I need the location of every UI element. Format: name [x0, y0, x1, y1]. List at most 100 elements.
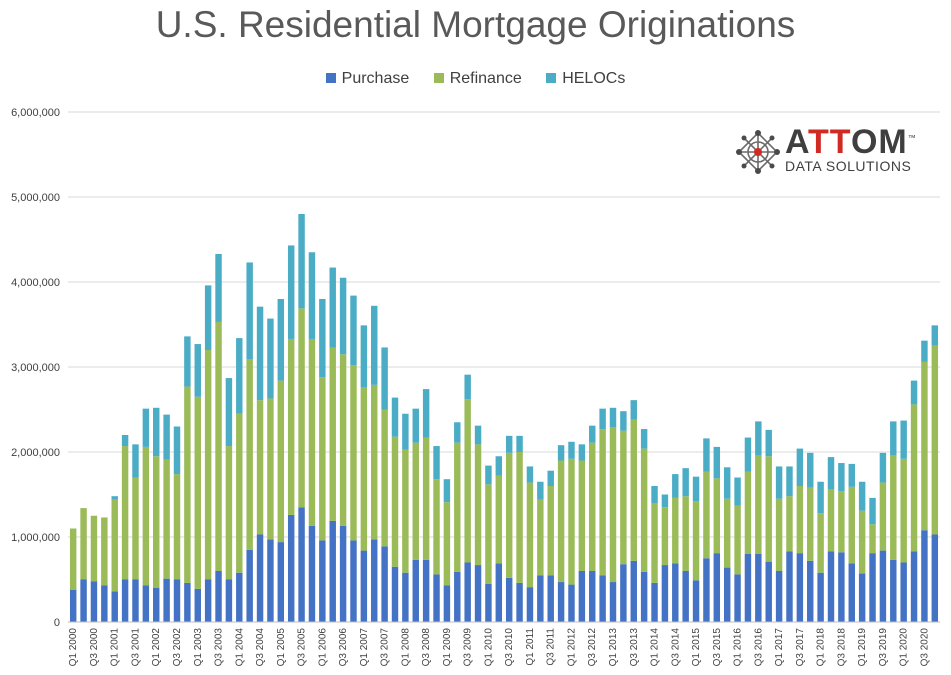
- bar-purchase: [620, 564, 627, 622]
- x-tick-label: Q1 2014: [650, 628, 661, 667]
- x-tick-label: Q3 2008: [421, 628, 432, 667]
- legend-label-helocs: HELOCs: [562, 70, 626, 87]
- bar-refinance: [215, 321, 222, 571]
- y-tick-label: 1,000,000: [11, 532, 60, 544]
- bar-refinance: [454, 442, 461, 572]
- bar-purchase: [713, 553, 721, 622]
- bar-helocs: [153, 407, 160, 457]
- bar-refinance: [90, 515, 98, 582]
- bar-purchase: [485, 583, 492, 622]
- bar-refinance: [651, 503, 658, 583]
- bar-purchase: [890, 559, 897, 622]
- x-tick-label: Q3 2004: [255, 628, 266, 667]
- bar-helocs: [350, 295, 357, 366]
- bar-purchase: [910, 551, 918, 622]
- bar-purchase: [734, 574, 741, 622]
- x-tick-label: Q1 2018: [816, 628, 827, 667]
- x-tick-label: Q1 2001: [110, 628, 121, 667]
- legend: Purchase Refinance HELOCs: [0, 70, 951, 88]
- x-tick-label: Q1 2005: [276, 628, 287, 667]
- bar-refinance: [578, 460, 586, 571]
- bar-helocs: [734, 477, 741, 506]
- bar-helocs: [287, 245, 295, 339]
- bar-helocs: [796, 448, 804, 486]
- bar-helocs: [651, 486, 658, 503]
- bar-purchase: [755, 554, 762, 622]
- bar-helocs: [568, 441, 575, 459]
- x-tick-label: Q3 2018: [836, 628, 847, 667]
- x-tick-label: Q1 2004: [234, 628, 245, 667]
- bar-refinance: [402, 449, 409, 573]
- bar-purchase: [921, 530, 928, 622]
- bar-refinance: [838, 491, 845, 553]
- bar-helocs: [339, 277, 347, 355]
- legend-swatch-helocs: [546, 73, 557, 83]
- y-tick-label: 3,000,000: [11, 362, 60, 374]
- bar-helocs: [589, 425, 596, 443]
- bar-helocs: [858, 481, 866, 511]
- bar-helocs: [121, 435, 129, 447]
- bar-helocs: [910, 380, 918, 405]
- x-tick-label: Q3 2014: [670, 628, 681, 667]
- bar-refinance: [308, 338, 316, 526]
- legend-label-purchase: Purchase: [341, 70, 410, 87]
- bar-helocs: [142, 408, 150, 447]
- bar-refinance: [723, 498, 731, 568]
- bar-purchase: [443, 585, 451, 622]
- x-tick-label: Q3 2001: [130, 628, 141, 667]
- bar-refinance: [142, 446, 150, 586]
- bar-purchase: [454, 571, 461, 622]
- bar-helocs: [329, 267, 336, 348]
- legend-item-helocs: HELOCs: [546, 70, 625, 88]
- bar-helocs: [246, 262, 253, 360]
- bar-refinance: [910, 404, 918, 552]
- bar-refinance: [173, 474, 181, 580]
- x-tick-label: Q1 2002: [151, 628, 162, 667]
- bar-helocs: [204, 285, 212, 350]
- bar-refinance: [599, 429, 606, 576]
- bar-helocs: [516, 435, 523, 452]
- bar-purchase: [204, 579, 212, 622]
- x-tick-label: Q1 2007: [359, 628, 370, 667]
- bar-refinance: [744, 471, 752, 554]
- bar-helocs: [890, 421, 897, 456]
- bar-purchase: [692, 580, 700, 622]
- bar-refinance: [464, 399, 471, 563]
- bar-purchase: [308, 525, 316, 622]
- bar-refinance: [931, 345, 939, 535]
- bar-helocs: [609, 407, 617, 428]
- bar-purchase: [329, 520, 336, 622]
- bar-refinance: [505, 452, 513, 578]
- bar-purchase: [578, 571, 586, 622]
- bar-refinance: [485, 484, 492, 584]
- bar-refinance: [422, 437, 430, 560]
- bar-refinance: [256, 400, 264, 535]
- x-tick-label: Q3 2015: [712, 628, 723, 667]
- bar-refinance: [547, 486, 554, 576]
- bar-helocs: [775, 466, 783, 499]
- bar-refinance: [360, 387, 368, 551]
- bar-refinance: [692, 501, 700, 581]
- x-tick-label: Q3 2020: [919, 628, 930, 667]
- bar-purchase: [827, 551, 835, 622]
- bar-purchase: [547, 575, 554, 622]
- bar-refinance: [132, 477, 139, 580]
- bar-purchase: [765, 561, 772, 622]
- bar-refinance: [713, 478, 721, 554]
- legend-swatch-refinance: [433, 73, 444, 83]
- bar-helocs: [298, 214, 305, 309]
- bar-refinance: [101, 517, 108, 586]
- bar-refinance: [858, 510, 866, 574]
- x-tick-label: Q1 2017: [774, 628, 785, 667]
- bar-refinance: [246, 359, 253, 550]
- bar-purchase: [173, 579, 181, 622]
- bar-purchase: [703, 558, 710, 622]
- x-tick-label: Q1 2000: [68, 628, 79, 667]
- bar-refinance: [287, 338, 295, 515]
- bar-refinance: [734, 505, 741, 575]
- bar-refinance: [194, 396, 201, 589]
- bar-refinance: [443, 502, 451, 586]
- legend-label-refinance: Refinance: [449, 70, 522, 87]
- bar-purchase: [153, 588, 160, 622]
- bar-helocs: [578, 444, 586, 461]
